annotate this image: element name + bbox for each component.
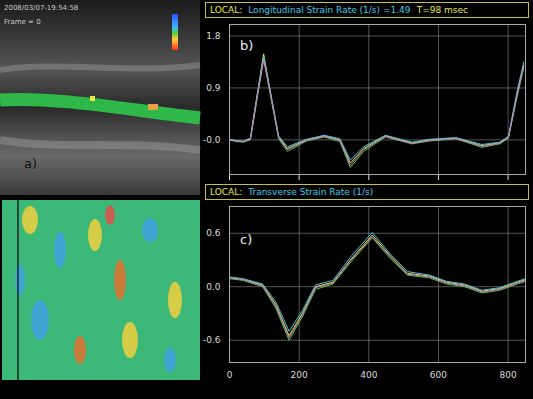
html-text:c): c) <box>240 232 253 247</box>
svg-text:-0.0: -0.0 <box>203 135 221 145</box>
html-text:Transverse Strain Rate (1/s): Transverse Strain Rate (1/s) <box>248 187 374 197</box>
html-text:LOCAL:: LOCAL: <box>210 187 243 197</box>
svg-text:0.6: 0.6 <box>206 228 221 238</box>
svg-text:2008/03/07-19:54:58: 2008/03/07-19:54:58 <box>4 4 78 12</box>
svg-text:200: 200 <box>291 370 308 380</box>
svg-text:Frame = 0: Frame = 0 <box>4 18 41 26</box>
html-text:b): b) <box>240 38 254 53</box>
svg-text:1.8: 1.8 <box>206 31 221 41</box>
svg-text:0.9: 0.9 <box>206 83 221 93</box>
svg-text:0.0: 0.0 <box>206 282 221 292</box>
html-text:T=98 msec: T=98 msec <box>416 5 468 15</box>
svg-text:a): a) <box>24 156 37 171</box>
svg-text:400: 400 <box>360 370 377 380</box>
html-text:Longitudinal Strain Rate (1/s): Longitudinal Strain Rate (1/s) =1.49 <box>248 5 411 15</box>
svg-text:-0.6: -0.6 <box>203 335 221 345</box>
html-text:LOCAL:: LOCAL: <box>210 5 243 15</box>
svg-text:0: 0 <box>227 370 233 380</box>
svg-text:800: 800 <box>499 370 516 380</box>
svg-text:600: 600 <box>430 370 447 380</box>
